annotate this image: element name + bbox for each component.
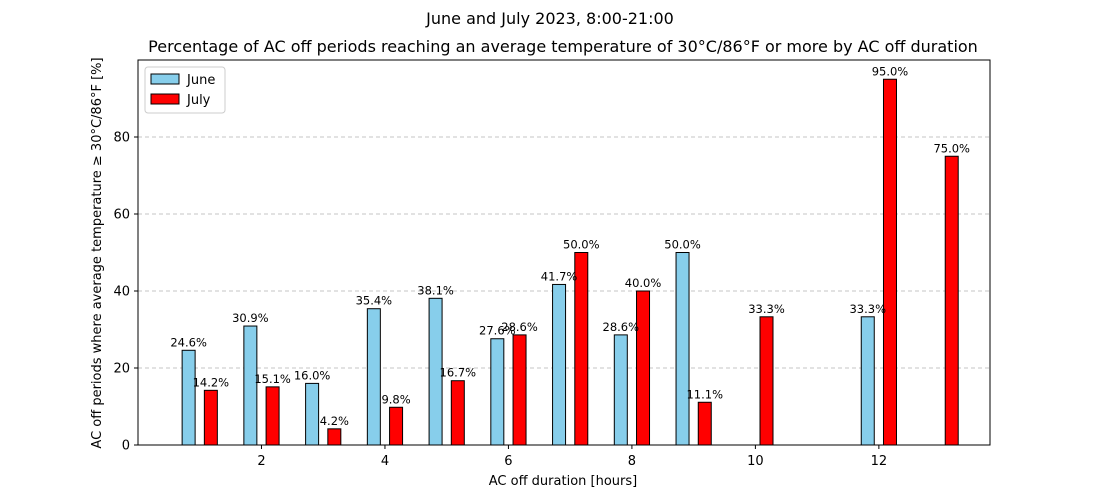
- data-label-june: 28.6%: [603, 320, 640, 334]
- data-label-june: 38.1%: [417, 283, 454, 297]
- data-label-july: 28.6%: [501, 320, 538, 334]
- bar-july: [759, 316, 774, 446]
- bar-june: [181, 349, 196, 446]
- data-labels: 24.6% 30.9% 16.0% 35.4% 38.1% 27.6% 41.7% 28.6%…: [170, 64, 970, 428]
- data-label-june: 27.6%: [479, 324, 516, 338]
- bar-june: [490, 338, 505, 446]
- bar-july: [450, 380, 465, 446]
- data-label-july: 33.3%: [748, 302, 785, 316]
- bar-july: [636, 290, 651, 446]
- bar-july: [512, 334, 527, 446]
- data-label-july: 15.1%: [254, 372, 291, 386]
- x-tick-label: 12: [871, 454, 888, 469]
- axis-ticks: 2 4 6 8 10 12 0 20 40 60 80: [113, 131, 887, 470]
- data-label-july: 50.0%: [563, 238, 600, 252]
- bar-june: [613, 334, 628, 446]
- data-label-june: 24.6%: [170, 335, 207, 349]
- x-tick-label: 2: [257, 454, 265, 469]
- legend-swatch-june: [150, 73, 180, 85]
- data-label-june: 33.3%: [849, 302, 886, 316]
- data-label-july: 75.0%: [933, 141, 970, 155]
- chart-title: Percentage of AC off periods reaching an…: [148, 37, 978, 56]
- bar-july: [944, 155, 959, 446]
- y-tick-label: 20: [113, 362, 130, 377]
- data-label-june: 30.9%: [232, 311, 269, 325]
- x-tick-label: 4: [381, 454, 389, 469]
- data-label-july: 95.0%: [872, 64, 909, 78]
- chart-suptitle: June and July 2023, 8:00-21:00: [425, 9, 674, 28]
- bar-june: [366, 308, 381, 446]
- bar-june: [675, 252, 690, 446]
- y-tick-label: 60: [113, 208, 130, 223]
- legend-label-july: July: [186, 93, 211, 108]
- bar-july: [882, 78, 897, 446]
- data-label-july: 40.0%: [625, 276, 662, 290]
- bars: [181, 78, 959, 446]
- data-label-july: 16.7%: [440, 366, 477, 380]
- data-label-july: 4.2%: [320, 414, 349, 428]
- bar-july: [203, 389, 218, 446]
- data-label-june: 35.4%: [356, 294, 393, 308]
- y-tick-label: 40: [113, 285, 130, 300]
- bar-july: [327, 428, 342, 446]
- bar-june: [305, 382, 320, 446]
- y-tick-label: 80: [113, 131, 130, 146]
- data-label-july: 14.2%: [193, 375, 230, 389]
- data-label-july: 9.8%: [381, 392, 410, 406]
- bar-july: [697, 401, 712, 446]
- y-axis-label: AC off periods where average temperature…: [90, 57, 105, 448]
- bar-june: [860, 316, 875, 446]
- data-label-june: 50.0%: [664, 238, 701, 252]
- plot-frame: [137, 59, 991, 446]
- data-label-june: 16.0%: [294, 368, 331, 382]
- x-axis-label: AC off duration [hours]: [489, 474, 637, 489]
- data-label-june: 41.7%: [541, 269, 578, 283]
- x-tick-label: 6: [504, 454, 512, 469]
- bar-july: [389, 406, 404, 446]
- legend-swatch-july: [150, 93, 180, 105]
- gridlines: [138, 136, 990, 369]
- legend: June July: [144, 66, 226, 114]
- data-label-july: 11.1%: [686, 387, 723, 401]
- x-tick-label: 10: [747, 454, 764, 469]
- bar-july: [265, 386, 280, 446]
- y-tick-label: 0: [122, 439, 130, 454]
- legend-label-june: June: [186, 73, 215, 88]
- x-tick-label: 8: [628, 454, 636, 469]
- bar-june: [552, 283, 567, 446]
